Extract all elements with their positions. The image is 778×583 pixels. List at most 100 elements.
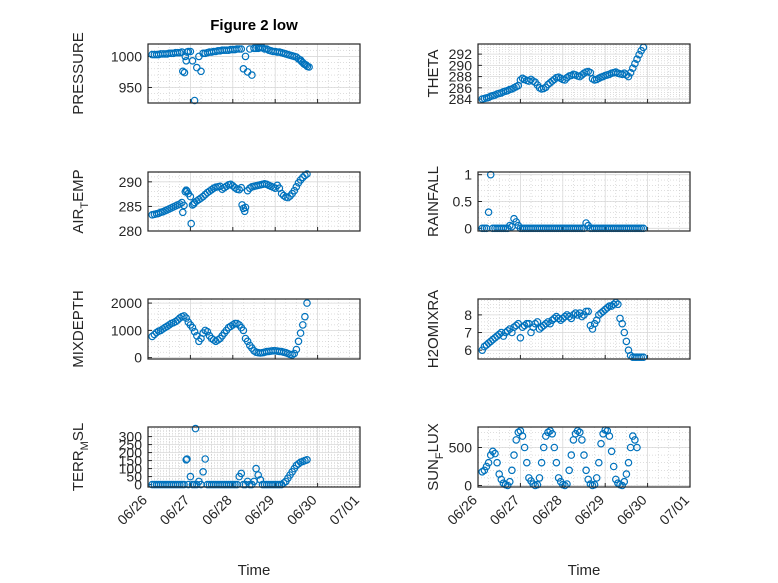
panel-6-data-point: [622, 337, 631, 346]
panel-8-data-point: [512, 436, 521, 444]
panel-7-data-point: [180, 480, 188, 489]
panel-7-xlabel: Time: [238, 562, 271, 579]
panel-6-data-point: [637, 353, 646, 362]
panel-2-data-point: [626, 68, 635, 77]
panel-5-data-point: [243, 337, 252, 346]
panel-5-data-point: [303, 299, 311, 307]
panel-8-data-point: [484, 458, 493, 467]
panel-6-data-point: [582, 307, 590, 316]
panel-7-data-point: [279, 479, 288, 487]
panel-4-axes-box: [477, 171, 691, 232]
panel-6-data-point: [609, 300, 618, 309]
panel-7-data-point: [201, 455, 210, 463]
panel-8-data-point: [575, 428, 584, 437]
panel-8-data-point: [582, 466, 590, 475]
panel-5-ytick-label: 0: [134, 350, 142, 366]
panel-8-ylabel: SUNFLUX: [425, 423, 446, 491]
panel-8-data-point: [535, 474, 544, 482]
panel-2-data-point: [563, 73, 571, 82]
panel-7-data-point: [182, 455, 191, 464]
panel-4-ytick-label: 1: [464, 167, 472, 183]
panel-8-data-point: [561, 481, 569, 490]
panel-8-data-point: [510, 451, 518, 459]
panel-6-ytick-label: 8: [464, 307, 472, 323]
panel-4-ytick-label: 0.5: [453, 194, 473, 210]
panel-8-xtick-label: 06/27: [486, 492, 522, 528]
panel-8-data-point: [480, 466, 489, 475]
panel-1-data-point: [237, 45, 246, 53]
panel-2-data-point: [628, 64, 637, 73]
panel-3-ylabel: AIRTEMP: [70, 169, 91, 233]
panel-7-data-point: [186, 472, 195, 481]
panel-6-data-point: [522, 319, 531, 328]
panel-8-data-point: [590, 480, 599, 489]
panel-4-ylabel: RAINFALL: [425, 166, 442, 237]
panel-6-data-point: [614, 300, 622, 309]
panel-7-xtick-label: 06/28: [199, 492, 235, 528]
panel-5-data-point: [294, 337, 303, 346]
panel-8-ytick-label: 500: [449, 440, 473, 456]
figure-title: Figure 2 low: [210, 17, 298, 34]
panel-7-xtick-label: 06/26: [114, 492, 150, 528]
panel-1-data-point: [180, 68, 189, 77]
panel-3-ytick-label: 280: [119, 223, 143, 239]
panel-2-ytick-label: 288: [449, 69, 473, 85]
panel-5-data-point: [148, 332, 157, 341]
panel-2-ytick-label: 284: [449, 91, 473, 107]
panel-8-data-point: [609, 462, 618, 471]
panel-1-data-point: [190, 96, 199, 105]
panel-7-xtick-label: 06/30: [284, 492, 320, 528]
panel-3-data-point: [187, 219, 196, 228]
panel-2-data-point: [622, 71, 631, 79]
panel-7-data-point: [191, 424, 200, 433]
panel-7-ytick-label: 150: [119, 453, 143, 469]
panel-6-data-point: [533, 318, 542, 326]
panel-8-data-point: [580, 451, 588, 459]
panel-3-data-point: [284, 193, 292, 202]
panel-5-data-point: [239, 326, 248, 335]
panel-5-data-point: [301, 312, 309, 321]
panel-7-xtick-label: 06/27: [156, 492, 192, 528]
panel-6-data-point: [541, 319, 550, 328]
panel-5-data-point: [290, 349, 299, 358]
panel-6-data-point: [520, 321, 529, 330]
panel-8-data-point: [584, 475, 593, 484]
panel-2-data-point: [631, 59, 639, 68]
panel-5-data-point: [180, 312, 188, 320]
panel-8-data-point: [618, 481, 627, 490]
panel-8-data-point: [518, 432, 527, 440]
panel-8-ytick-label: 0: [464, 477, 472, 493]
panel-4-data-point: [512, 218, 521, 226]
panel-6-ytick-label: 6: [464, 342, 472, 358]
panel-8-xtick-label: 06/29: [571, 492, 607, 528]
panel-3-data-point: [241, 203, 250, 212]
panel-8-xtick-label: 06/26: [444, 492, 480, 528]
panel-7-ytick-label: 100: [119, 461, 143, 477]
panel-7-ytick-label: 0: [134, 477, 142, 493]
panel-6-data-point: [635, 353, 643, 362]
panel-7-xtick-label: 07/01: [326, 492, 362, 528]
panel-7-data-point: [183, 455, 191, 463]
panel-5-data-point: [298, 321, 307, 329]
panel-7-data-point: [275, 480, 284, 489]
panel-3-data-point: [237, 183, 246, 192]
panel-2-data-point: [561, 76, 569, 84]
panel-5-data-point: [292, 345, 301, 354]
panel-1-ytick-label: 1000: [111, 48, 142, 64]
panel-8-xtick-label: 06/30: [614, 492, 650, 528]
panel-6-data-point: [584, 307, 593, 316]
panel-1-axes-box: [147, 43, 361, 104]
panel-5-data-point: [296, 329, 305, 337]
panel-3-axes-box: [147, 171, 361, 232]
panel-8-data-point: [628, 432, 637, 440]
panel-6-data-point: [639, 353, 648, 362]
panel-6-data-point: [578, 312, 586, 321]
panel-7-xtick-label: 06/29: [241, 492, 277, 528]
panel-1-data-point: [241, 52, 250, 61]
panel-3-data-point: [199, 192, 207, 201]
panel-8-data-point: [493, 458, 501, 467]
panel-5-data-point: [182, 314, 191, 322]
panel-7-data-point: [256, 475, 265, 484]
panel-2-plot-area: [478, 44, 690, 103]
